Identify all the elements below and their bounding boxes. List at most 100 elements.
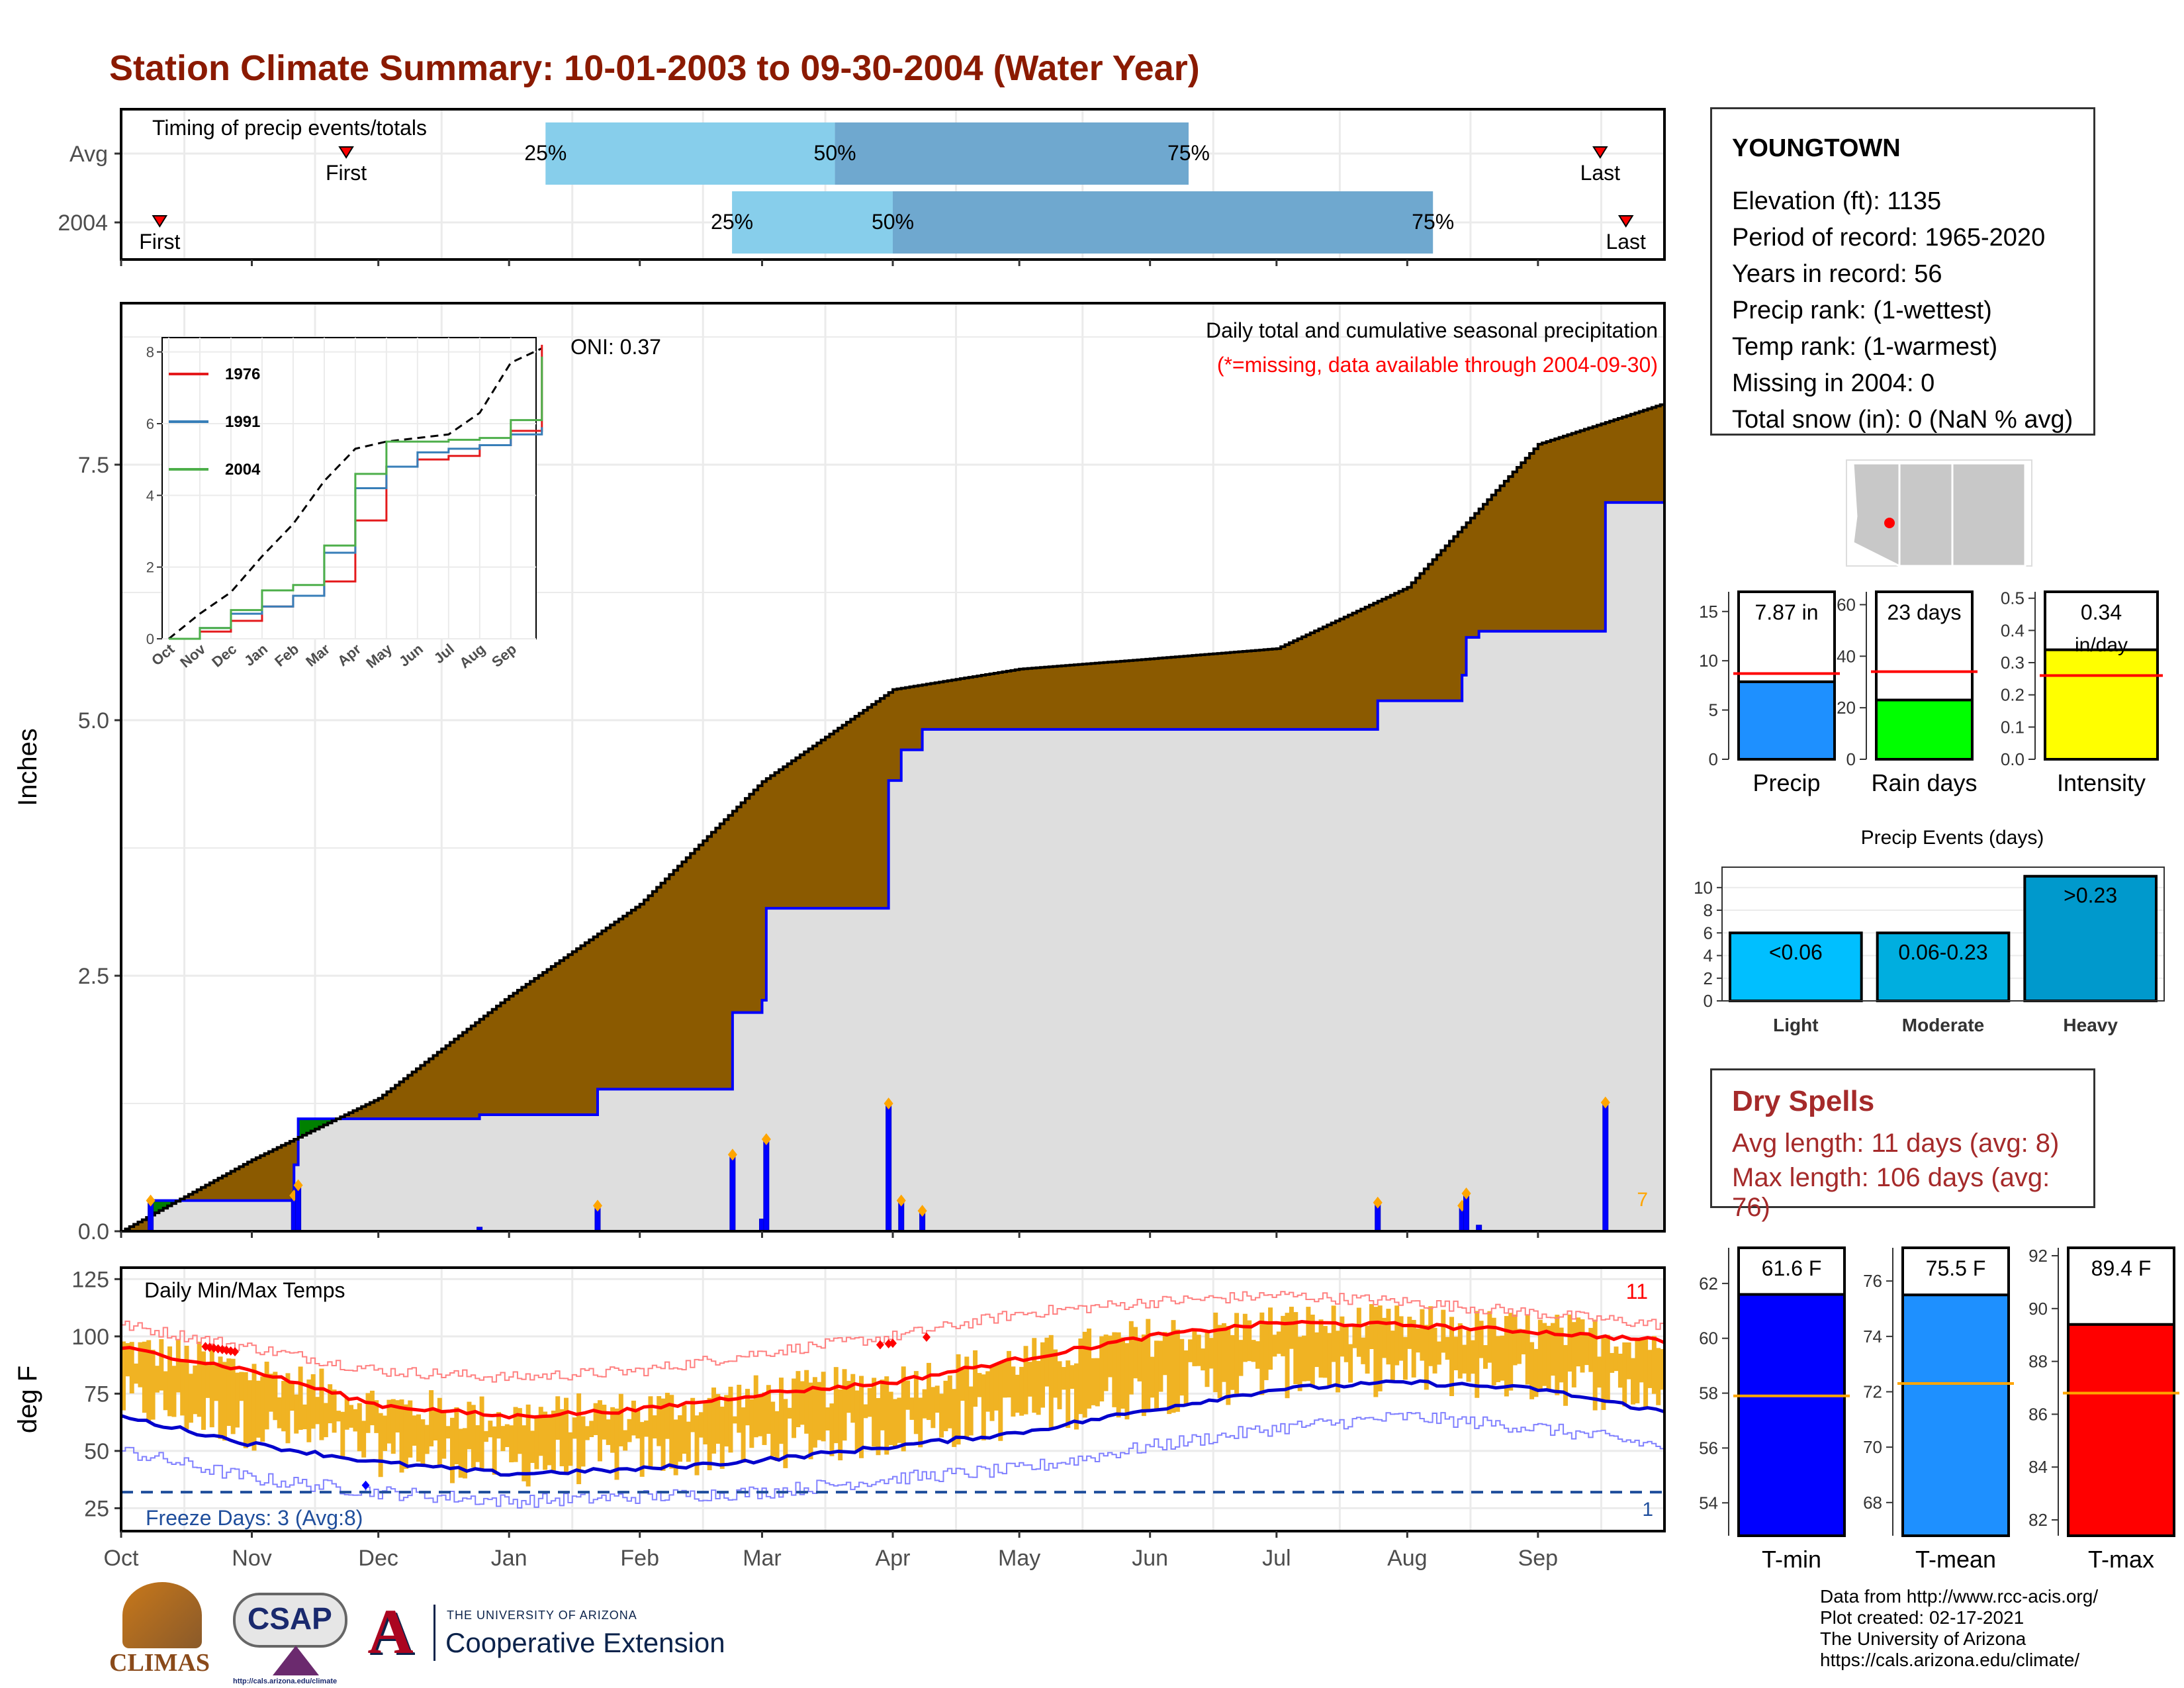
precip-summary-tick-label: 0.3 xyxy=(2001,653,2025,673)
map-state-nm xyxy=(1951,462,2026,567)
daily-temp-bar xyxy=(243,1372,248,1448)
csap-cloud xyxy=(233,1593,347,1648)
daily-temp-bar xyxy=(1516,1329,1522,1364)
daily-temp-bar xyxy=(1643,1337,1649,1409)
daily-temp-bar xyxy=(880,1380,885,1430)
timing-pct-75: 75% xyxy=(1412,210,1454,234)
daily-temp-bar xyxy=(1390,1331,1395,1383)
daily-temp-bar xyxy=(504,1424,510,1448)
inset-y-tick-label: 8 xyxy=(146,344,154,361)
temp-tick-label: 62 xyxy=(1699,1274,1718,1293)
daily-temp-bar xyxy=(682,1405,687,1454)
daily-temp-bar xyxy=(833,1367,839,1444)
daily-temp-bar xyxy=(1310,1314,1315,1387)
daily-temp-bar xyxy=(1205,1333,1210,1387)
daily-temp-bar xyxy=(652,1415,657,1439)
events-tick-label: 10 xyxy=(1694,878,1713,898)
station-line: Period of record: 1965-2020 xyxy=(1732,224,2046,252)
ua-a-icon: A xyxy=(367,1596,414,1667)
daily-temp-bar xyxy=(429,1390,434,1447)
station-line: Years in record: 56 xyxy=(1732,260,1942,288)
daily-temp-bar xyxy=(1285,1313,1290,1399)
daily-temp-bar xyxy=(1208,1338,1214,1369)
daily-temp-bar xyxy=(1179,1338,1185,1396)
daily-temp-bar xyxy=(618,1393,623,1446)
daily-temp-bar xyxy=(332,1389,337,1433)
daily-temp-bar xyxy=(458,1429,463,1478)
daily-temp-bar xyxy=(559,1409,565,1467)
daily-temp-bar xyxy=(483,1430,488,1442)
temps-y-tick-label: 125 xyxy=(71,1267,109,1292)
daily-temp-bar xyxy=(1082,1331,1087,1418)
temps-y-tick-label: 75 xyxy=(84,1382,109,1407)
daily-temp-bar xyxy=(799,1381,805,1425)
daily-temp-bar xyxy=(269,1374,273,1412)
daily-temp-bar xyxy=(808,1382,813,1460)
daily-temp-bar xyxy=(745,1389,750,1426)
daily-temp-bar xyxy=(1462,1344,1467,1374)
inset-y-tick-label: 4 xyxy=(146,487,154,504)
daily-temp-bar xyxy=(854,1390,860,1450)
precip-marker xyxy=(592,1199,602,1212)
daily-temp-bar xyxy=(909,1397,915,1420)
ua-extension-text: Cooperative Extension xyxy=(445,1627,725,1658)
daily-temp-bar xyxy=(349,1405,354,1428)
daily-temp-bar xyxy=(361,1421,367,1458)
station-line: Precip rank: (1-wettest) xyxy=(1732,297,1992,324)
month-tick-label: May xyxy=(998,1546,1040,1571)
daily-temp-bar xyxy=(934,1385,940,1413)
daily-temp-bar xyxy=(445,1426,451,1439)
daily-temp-bar xyxy=(441,1411,447,1459)
daily-temp-bar xyxy=(715,1393,721,1444)
daily-temp-bar xyxy=(1314,1332,1320,1368)
daily-temp-bar xyxy=(496,1412,502,1439)
daily-temp-bar xyxy=(121,1341,126,1411)
daily-temp-bar xyxy=(1605,1335,1610,1401)
daily-temp-bar xyxy=(1107,1335,1113,1378)
daily-temp-bar xyxy=(1087,1328,1092,1409)
cumulative-2004-line xyxy=(121,501,1664,1233)
month-tick-label: Mar xyxy=(743,1546,782,1571)
daily-temp-bar xyxy=(1226,1326,1231,1405)
temp-tick-label: 70 xyxy=(1863,1437,1882,1457)
daily-temp-bar xyxy=(931,1387,936,1429)
daily-temp-bar xyxy=(323,1403,328,1438)
daily-temp-bar xyxy=(129,1342,134,1394)
daily-temp-bar xyxy=(1167,1333,1172,1415)
cumulative-2004-fill xyxy=(121,502,1664,1231)
daily-temp-bar xyxy=(1647,1350,1653,1388)
daily-temp-bar xyxy=(673,1419,678,1476)
daily-temp-bar xyxy=(184,1345,189,1430)
daily-temp-bar xyxy=(981,1374,986,1440)
daily-temp-bar xyxy=(1542,1323,1547,1386)
precip-summary-value-bar xyxy=(1875,698,1974,761)
daily-temp-bar xyxy=(530,1430,535,1463)
daily-temp-bar xyxy=(226,1358,232,1427)
daily-temp-bar xyxy=(522,1425,527,1481)
daily-temp-bar xyxy=(1293,1312,1298,1385)
daily-temp-bar xyxy=(947,1375,952,1429)
daily-temp-bar xyxy=(289,1382,295,1411)
daily-temp-bar xyxy=(1133,1327,1138,1379)
csap-wordmark: CSAP xyxy=(248,1601,332,1636)
daily-temp-bar xyxy=(1327,1333,1332,1386)
daily-temp-bar xyxy=(1048,1335,1054,1429)
temp-tick-label: 72 xyxy=(1863,1382,1882,1402)
daily-temp-bar xyxy=(255,1380,261,1438)
daily-temp-bar xyxy=(171,1366,177,1417)
daily-temp-bar xyxy=(1614,1346,1619,1372)
events-tick-label: 6 xyxy=(1704,923,1713,943)
temp-tick-label: 88 xyxy=(2028,1352,2048,1372)
timing-row-label: Avg xyxy=(69,142,108,167)
daily-temp-bar xyxy=(277,1397,282,1429)
month-tick-label: Oct xyxy=(104,1546,139,1571)
daily-temp-bar xyxy=(1635,1339,1640,1403)
daily-temp-bar xyxy=(547,1417,552,1466)
temp-tick-label: 58 xyxy=(1699,1383,1718,1403)
daily-temp-bar xyxy=(251,1364,257,1451)
daily-temp-bar xyxy=(146,1340,152,1421)
station-line: Temp rank: (1-warmest) xyxy=(1732,333,1998,361)
daily-temp-bar xyxy=(403,1404,408,1469)
precip-y-tick-label: 0.0 xyxy=(78,1219,109,1244)
daily-temp-bar xyxy=(758,1395,763,1436)
